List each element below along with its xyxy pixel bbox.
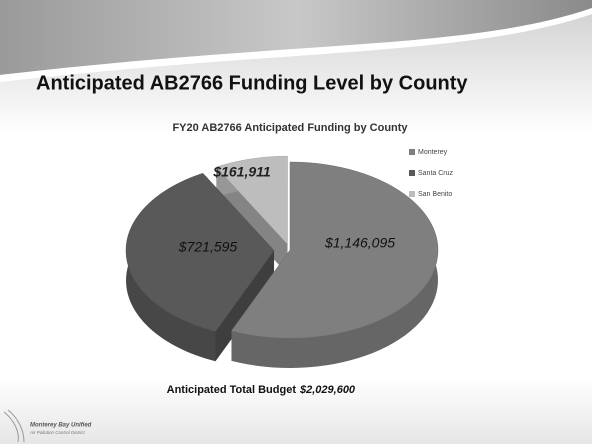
header-wave	[0, 8, 592, 82]
legend-swatch	[409, 149, 415, 155]
pie-slice	[231, 161, 439, 368]
logo-swoosh	[3, 409, 25, 443]
slice-top	[215, 155, 288, 245]
header-band	[0, 0, 592, 75]
footer-label: Anticipated Total Budget	[167, 384, 297, 396]
footer-value: $2,029,600	[299, 384, 356, 396]
logo-name: Monterey Bay Unified	[30, 423, 92, 429]
slice-top	[231, 161, 439, 339]
legend-swatch	[409, 191, 415, 197]
data-label: $161,911	[212, 164, 271, 180]
chart-title: FY20 AB2766 Anticipated Funding by Count…	[172, 122, 408, 134]
slice-wall	[215, 250, 275, 362]
data-label: $1,146,095	[324, 235, 395, 251]
slide-title: Anticipated AB2766 Funding Level by Coun…	[36, 72, 468, 94]
slice-top	[125, 172, 275, 332]
legend-swatch	[409, 170, 415, 176]
legend-label: San Benito	[418, 191, 452, 198]
logo-sub: Air Pollution Control District	[29, 430, 86, 435]
data-label: $721,595	[178, 239, 238, 255]
pie-slice	[125, 172, 275, 362]
slice-side	[231, 162, 438, 368]
legend-label: Monterey	[418, 149, 448, 156]
legend-label: Santa Cruz	[418, 170, 454, 177]
